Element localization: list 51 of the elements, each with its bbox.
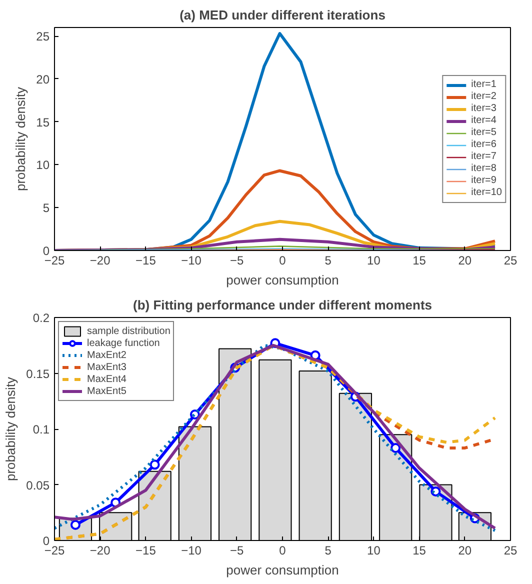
legend-label: iter=7 [471,150,496,162]
x-tick-label: 15 [412,254,426,268]
y-tick-label: 5 [42,201,50,216]
legend-label: MaxEnt2 [87,349,126,361]
y-tick-label: 0.2 [32,311,50,325]
x-tick-label: −20 [90,544,111,558]
x-tick-label: −15 [136,544,156,558]
legend-label: iter=3 [471,102,496,114]
x-tick-label: −10 [181,544,202,558]
y-tick-label: 10 [36,158,50,172]
x-tick-label: −10 [181,254,202,268]
y-axis-title: probability density [3,376,18,482]
y-tick-label: 15 [36,115,50,130]
legend-label: iter=6 [471,138,496,150]
y-tick-label: 25 [36,30,50,44]
y-tick-label: 0.15 [26,366,50,381]
x-tick-label: 20 [458,544,472,558]
legend-label: MaxEnt4 [87,373,126,385]
x-tick-label: −5 [230,544,244,558]
legend-label: iter=4 [471,114,496,126]
y-axis-title: probability density [13,86,28,192]
legend-label: iter=8 [471,162,496,174]
chart-title: (a) MED under different iterations [180,8,386,22]
y-tick-label: 0.1 [32,422,50,436]
x-tick-label: 10 [367,254,381,268]
legend-label: iter=5 [471,126,496,138]
x-tick-label: 0 [279,254,286,268]
chart-title: (b) Fitting performance under different moments [132,298,432,312]
x-tick-label: 10 [367,544,381,558]
x-tick-label: 25 [504,254,518,268]
x-tick-label: 25 [504,544,518,558]
legend-label: iter=1 [471,78,496,90]
x-tick-label: 0 [279,544,286,558]
x-tick-label: −15 [136,254,156,268]
legend-label: iter=2 [471,90,496,102]
y-tick-label: 0.05 [26,478,50,492]
legend-label: iter=10 [471,186,502,198]
x-tick-label: 5 [324,254,332,268]
legend-label: leakage function [87,337,160,349]
legend-label: MaxEnt3 [87,361,126,373]
y-tick-label: 20 [36,72,50,86]
x-tick-label: −5 [230,254,244,268]
x-axis-title: power consumption [226,562,339,578]
legend-label: MaxEnt5 [87,385,126,397]
x-tick-label: −20 [90,254,111,268]
x-tick-label: 15 [412,544,426,558]
legend-label: iter=9 [471,174,496,186]
x-tick-label: 5 [324,544,332,558]
x-tick-label: 20 [458,254,472,268]
legend-label: sample distribution [87,325,170,337]
x-axis-title: power consumption [226,272,339,288]
